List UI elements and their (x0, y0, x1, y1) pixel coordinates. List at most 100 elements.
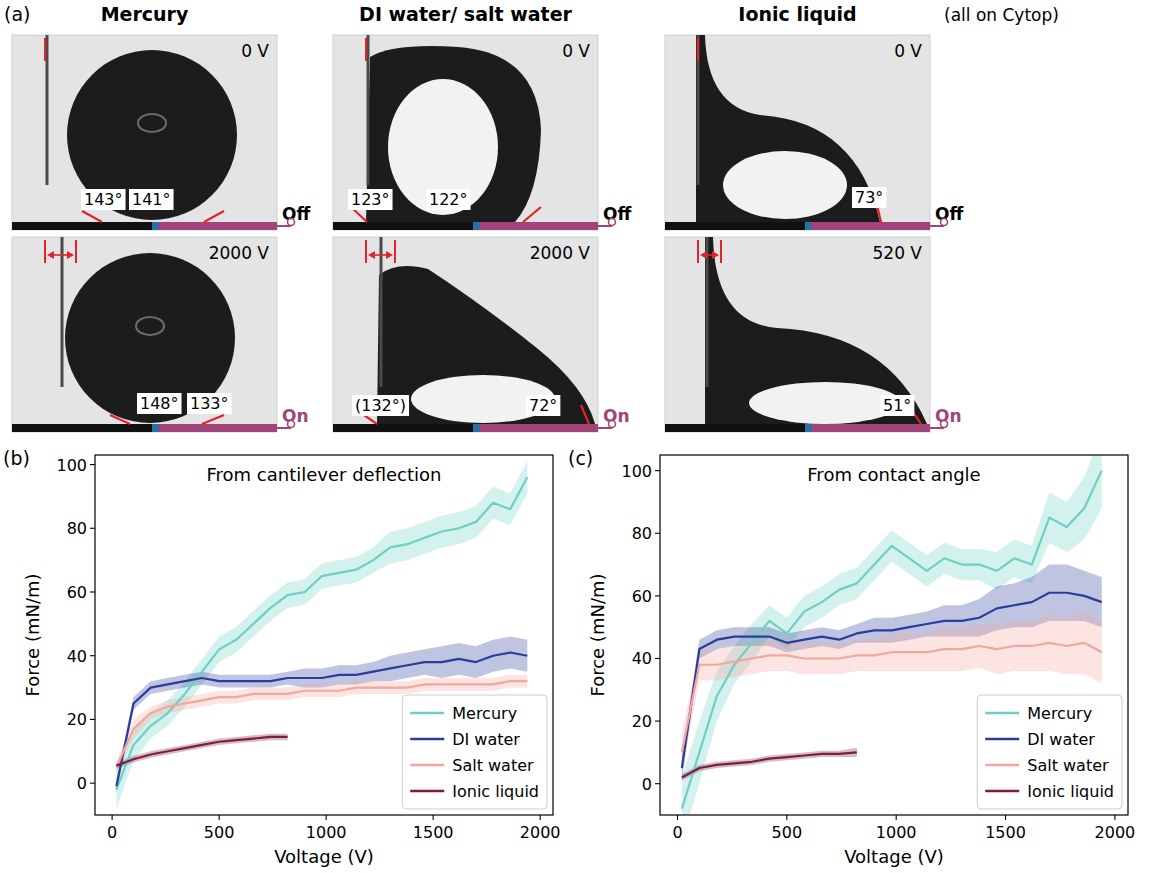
marker-line (44, 38, 46, 61)
contact-angle-tangent (110, 415, 130, 424)
x-tick (786, 815, 787, 820)
photo: 520 V51° (665, 237, 930, 432)
angle-label-background (187, 393, 232, 414)
angle-label: 51° (883, 396, 911, 415)
electrode-ground (333, 424, 473, 432)
contact-angle-tangent (82, 211, 102, 222)
state-label: On (282, 406, 309, 426)
legend-frame (402, 695, 547, 809)
angle-label: 73° (855, 188, 883, 207)
state-label: On (603, 406, 630, 426)
x-tick (433, 815, 434, 820)
marker-line (697, 240, 699, 263)
electrode-active (480, 424, 598, 432)
angle-label: 72° (529, 396, 557, 415)
legend-label: Ionic liquid (1027, 782, 1114, 801)
legend-label: Mercury (1027, 704, 1092, 723)
angle-label-background (880, 395, 914, 416)
photo: 0 V143°141° (12, 35, 277, 230)
droplet (67, 50, 237, 220)
y-tick (655, 658, 660, 659)
switch-terminal (609, 421, 616, 428)
angle-label-background (426, 189, 471, 210)
figure: (a)Mercury0 V143°141°Off2000 V148°133°On… (0, 0, 1162, 873)
photo: 0 V 123° 122° (333, 35, 598, 230)
x-tick-label: 1500 (985, 823, 1026, 842)
voltage-label: 0 V (562, 41, 590, 61)
cantilever (46, 35, 49, 185)
droplet (377, 266, 595, 424)
y-tick-label: 60 (67, 583, 87, 602)
error-band (116, 734, 287, 769)
legend-swatch (985, 712, 1019, 715)
electrode-ground (665, 424, 805, 432)
legend-swatch (410, 790, 444, 793)
x-tick (540, 815, 541, 820)
x-tick (1114, 815, 1115, 820)
x-tick-label: 0 (107, 823, 117, 842)
state-label: Off (282, 204, 310, 224)
y-axis-title: Force (mN/m) (587, 573, 608, 696)
electrode-active (480, 222, 598, 230)
voltage-label: 2000 V (530, 243, 591, 263)
x-axis-title: Voltage (V) (274, 846, 374, 867)
angle-label-background (137, 393, 182, 414)
droplet-highlight (388, 79, 498, 215)
angle-label-background (852, 187, 886, 208)
x-tick (112, 815, 113, 820)
state-label: On (935, 406, 962, 426)
y-tick-label: 20 (67, 710, 87, 729)
y-tick (90, 591, 95, 592)
x-tick (219, 815, 220, 820)
legend-label: Mercury (452, 704, 517, 723)
electrode-gap (152, 424, 159, 432)
photo-background (665, 237, 930, 432)
error-band (682, 748, 857, 781)
electrode-gap (805, 222, 812, 230)
chart-title: From contact angle (807, 464, 980, 485)
angle-label: (132°) (355, 396, 406, 415)
y-tick-label: 100 (56, 456, 87, 475)
droplet-highlight (749, 382, 901, 424)
photo: 2000 V148°133° (12, 237, 277, 432)
cantilever (380, 237, 383, 387)
marker-line (697, 38, 699, 61)
angle-label: 123° (351, 190, 390, 209)
cantilever (706, 237, 709, 387)
y-tick-label: 80 (632, 524, 652, 543)
angle-label: 133° (190, 394, 229, 413)
error-band (682, 565, 1102, 781)
angle-label: 122° (429, 190, 468, 209)
photo-background (12, 35, 277, 230)
y-tick (90, 719, 95, 720)
chart-title: From cantilever deflection (207, 464, 442, 485)
y-tick-label: 40 (67, 647, 87, 666)
switch-terminal (941, 219, 948, 226)
y-tick-label: 20 (632, 712, 652, 731)
electrode-gap (473, 424, 480, 432)
legend: MercuryDI waterSalt waterIonic liquid (977, 695, 1122, 809)
legend-swatch (410, 712, 444, 715)
angle-label: 148° (140, 394, 179, 413)
photo: 0 V73° (665, 35, 930, 230)
switch-terminal (288, 421, 295, 428)
legend-swatch (410, 738, 444, 741)
droplet (65, 253, 235, 423)
y-tick-label: 0 (642, 775, 652, 794)
legend-label: Ionic liquid (452, 782, 539, 801)
photo-background (665, 35, 930, 230)
electrode-active (812, 222, 930, 230)
y-tick (90, 528, 95, 529)
x-tick-label: 1000 (876, 823, 917, 842)
x-tick (896, 815, 897, 820)
x-tick (326, 815, 327, 820)
series-line (116, 477, 527, 789)
y-tick (655, 470, 660, 471)
angle-label-background (526, 395, 560, 416)
reflection (136, 317, 164, 335)
electrode-ground (665, 222, 805, 230)
arrow-head (700, 251, 719, 259)
angle-label-background (352, 395, 409, 416)
legend-label: DI water (452, 730, 520, 749)
state-label: Off (935, 204, 963, 224)
